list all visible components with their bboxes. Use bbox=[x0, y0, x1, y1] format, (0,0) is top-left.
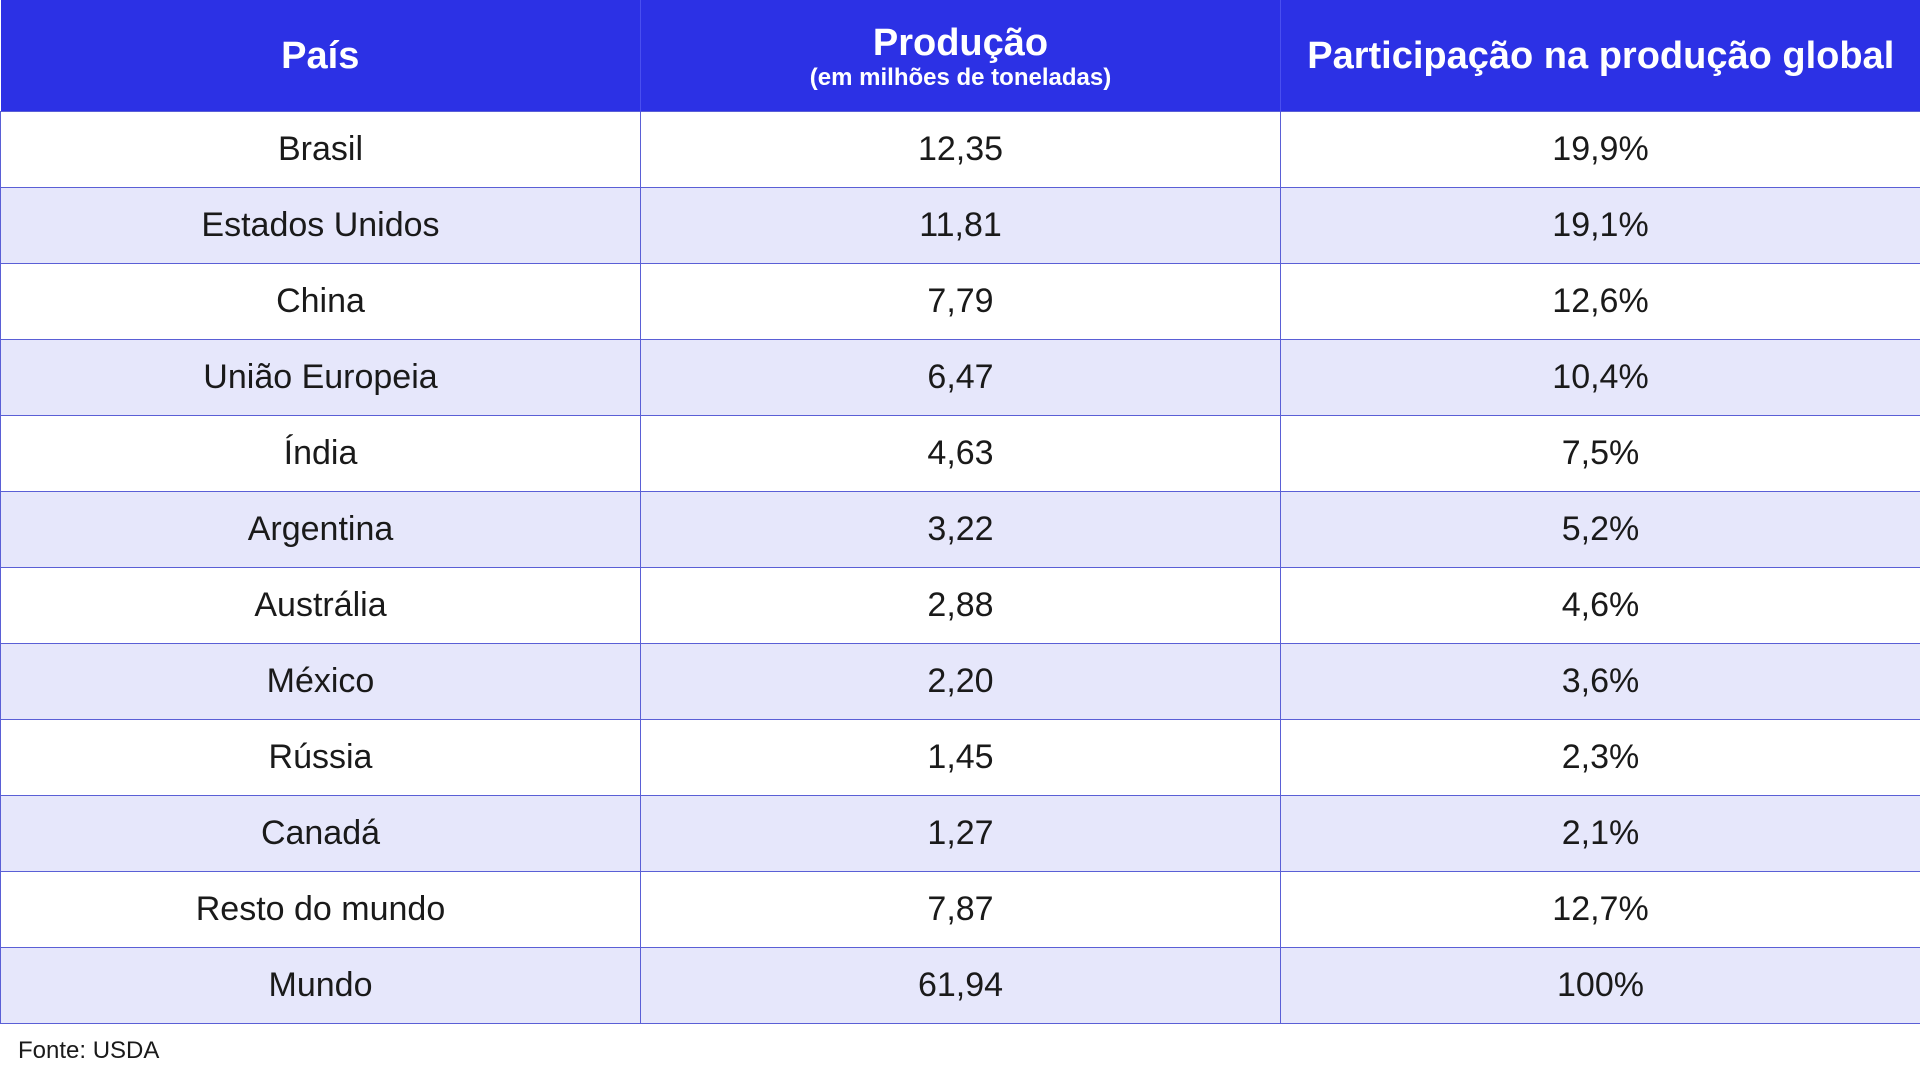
header-country-label: País bbox=[281, 34, 360, 77]
table-row: China 7,79 12,6% bbox=[0, 263, 1920, 340]
cell-share: 2,1% bbox=[1280, 795, 1920, 872]
table-row: México 2,20 3,6% bbox=[0, 643, 1920, 720]
header-production-label: Produção bbox=[872, 21, 1049, 64]
data-table-container: País Produção (em milhões de toneladas) … bbox=[0, 0, 1920, 1024]
table-row: Mundo 61,94 100% bbox=[0, 947, 1920, 1024]
header-production-unit: (em milhões de toneladas) bbox=[809, 63, 1112, 91]
cell-production: 12,35 bbox=[640, 111, 1281, 188]
table-row: Canadá 1,27 2,1% bbox=[0, 795, 1920, 872]
cell-production: 7,87 bbox=[640, 871, 1281, 948]
cell-production: 2,20 bbox=[640, 643, 1281, 720]
cell-production: 7,79 bbox=[640, 263, 1281, 340]
cell-share: 2,3% bbox=[1280, 719, 1920, 796]
cell-production: 1,27 bbox=[640, 795, 1281, 872]
header-country: País bbox=[0, 0, 641, 112]
cell-country: Canadá bbox=[0, 795, 641, 872]
cell-share: 5,2% bbox=[1280, 491, 1920, 568]
cell-country: China bbox=[0, 263, 641, 340]
cell-share: 4,6% bbox=[1280, 567, 1920, 644]
cell-production: 4,63 bbox=[640, 415, 1281, 492]
source-note: Fonte: USDA bbox=[18, 1037, 160, 1064]
cell-share: 19,1% bbox=[1280, 187, 1920, 264]
cell-production: 3,22 bbox=[640, 491, 1281, 568]
table-row: Estados Unidos 11,81 19,1% bbox=[0, 187, 1920, 264]
cell-country: Estados Unidos bbox=[0, 187, 641, 264]
cell-country: Mundo bbox=[0, 947, 641, 1024]
cell-country: Resto do mundo bbox=[0, 871, 641, 948]
cell-country: Argentina bbox=[0, 491, 641, 568]
table-row: Austrália 2,88 4,6% bbox=[0, 567, 1920, 644]
table-row: União Europeia 6,47 10,4% bbox=[0, 339, 1920, 416]
table-row: Resto do mundo 7,87 12,7% bbox=[0, 871, 1920, 948]
cell-country: Rússia bbox=[0, 719, 641, 796]
cell-production: 6,47 bbox=[640, 339, 1281, 416]
cell-share: 19,9% bbox=[1280, 111, 1920, 188]
table-row: Rússia 1,45 2,3% bbox=[0, 719, 1920, 796]
table-header-row: País Produção (em milhões de toneladas) … bbox=[0, 0, 1920, 112]
cell-country: Índia bbox=[0, 415, 641, 492]
cell-country: Brasil bbox=[0, 111, 641, 188]
cell-country: União Europeia bbox=[0, 339, 641, 416]
cell-share: 3,6% bbox=[1280, 643, 1920, 720]
cell-country: México bbox=[0, 643, 641, 720]
table-row: Índia 4,63 7,5% bbox=[0, 415, 1920, 492]
cell-share: 100% bbox=[1280, 947, 1920, 1024]
header-share: Participação na produção global bbox=[1280, 0, 1920, 112]
cell-share: 12,7% bbox=[1280, 871, 1920, 948]
header-share-label: Participação na produção global bbox=[1307, 34, 1895, 77]
cell-share: 7,5% bbox=[1280, 415, 1920, 492]
table-body: Brasil 12,35 19,9% Estados Unidos 11,81 19,1%… bbox=[0, 111, 1920, 1024]
table-row: Argentina 3,22 5,2% bbox=[0, 491, 1920, 568]
cell-production: 11,81 bbox=[640, 187, 1281, 264]
table-row: Brasil 12,35 19,9% bbox=[0, 111, 1920, 188]
data-table: País Produção (em milhões de toneladas) … bbox=[0, 0, 1920, 1024]
cell-production: 61,94 bbox=[640, 947, 1281, 1024]
header-production: Produção (em milhões de toneladas) bbox=[640, 0, 1281, 112]
cell-share: 10,4% bbox=[1280, 339, 1920, 416]
cell-country: Austrália bbox=[0, 567, 641, 644]
cell-production: 2,88 bbox=[640, 567, 1281, 644]
cell-share: 12,6% bbox=[1280, 263, 1920, 340]
cell-production: 1,45 bbox=[640, 719, 1281, 796]
